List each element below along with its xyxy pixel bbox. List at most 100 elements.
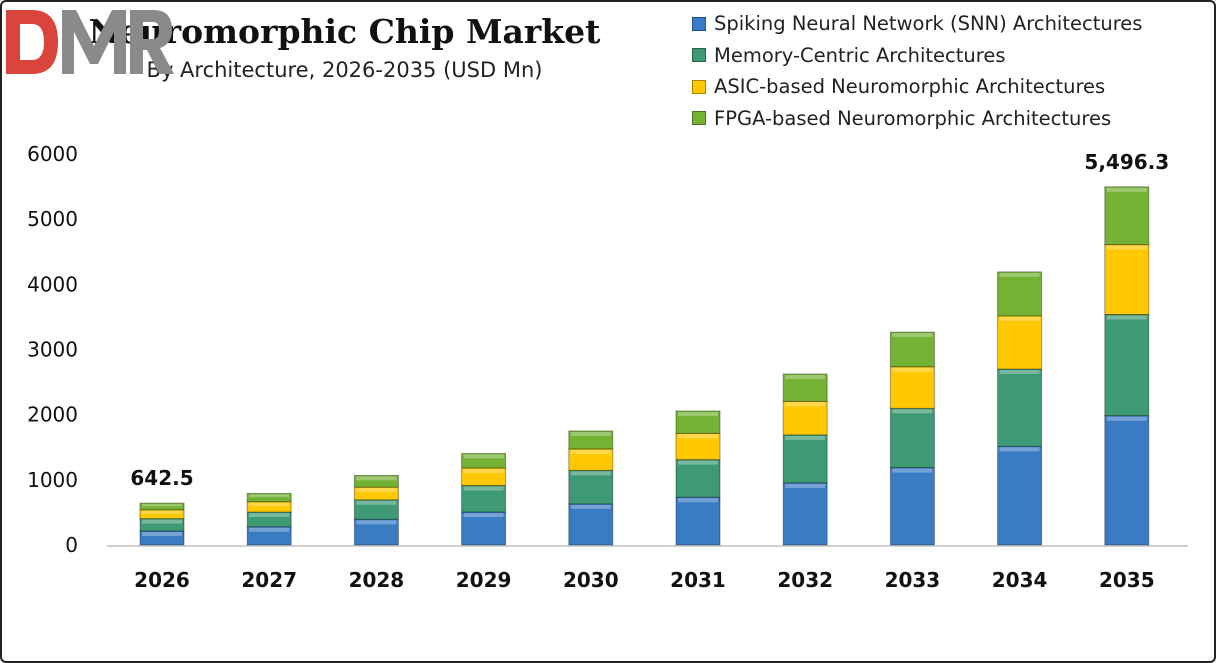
bar-highlight	[678, 460, 718, 465]
chart-title: Neuromorphic Chip Market	[88, 12, 601, 51]
data-label: 642.5	[130, 466, 193, 490]
bar-highlight	[999, 447, 1040, 452]
bar-segment	[997, 315, 1043, 370]
bar-highlight	[678, 498, 718, 503]
legend-label: Spiking Neural Network (SNN) Architectur…	[714, 12, 1143, 36]
x-tick-label: 2027	[241, 568, 297, 592]
y-tick-label: 1000	[27, 468, 78, 492]
bar-segment	[675, 459, 721, 498]
bar-segment	[461, 452, 507, 469]
bar-segment	[1104, 186, 1150, 246]
bar-highlight	[463, 486, 504, 491]
bar-highlight	[892, 468, 933, 473]
y-tick-label: 5000	[27, 207, 78, 231]
bar-segment	[782, 373, 828, 402]
bar-highlight	[785, 402, 826, 407]
bar-segment	[889, 407, 935, 469]
bar-highlight	[892, 333, 933, 338]
x-tick-label: 2028	[349, 568, 405, 592]
bar-segment	[246, 492, 292, 503]
x-tick-label: 2032	[777, 568, 833, 592]
bar-highlight	[570, 431, 611, 436]
bar-highlight	[142, 510, 182, 514]
bar-segment	[1104, 314, 1150, 417]
bar-segment	[675, 432, 721, 461]
bar-highlight	[463, 468, 504, 473]
x-tick-label: 2029	[456, 568, 512, 592]
bar-highlight	[678, 411, 718, 416]
bar-segment	[997, 445, 1043, 546]
bar-segment	[461, 485, 507, 513]
bar-highlight	[142, 531, 182, 536]
legend-swatch	[692, 111, 706, 126]
bar-segment	[353, 474, 399, 488]
bar-highlight	[249, 494, 290, 498]
bar-highlight	[356, 488, 397, 493]
bar-highlight	[356, 500, 397, 505]
legend-label: FPGA-based Neuromorphic Architectures	[714, 106, 1112, 130]
bar-segment	[889, 467, 935, 546]
bar-segment	[889, 366, 935, 409]
x-tick-label: 2031	[670, 568, 726, 592]
bar-highlight	[892, 409, 933, 414]
bar-highlight	[356, 476, 397, 481]
y-tick-label: 6000	[27, 142, 78, 166]
bar-highlight	[463, 513, 504, 518]
legend-item-memory: Memory-Centric Architectures	[692, 40, 1142, 72]
legend-swatch	[692, 16, 706, 31]
bar-highlight	[356, 520, 397, 525]
bar-highlight	[570, 471, 611, 476]
legend-item-asic: ASIC-based Neuromorphic Architectures	[692, 71, 1142, 103]
bar-segment	[139, 502, 185, 511]
bar-highlight	[785, 375, 826, 380]
bar-segment	[568, 469, 614, 505]
legend-label: Memory-Centric Architectures	[714, 43, 1006, 67]
bar-highlight	[463, 454, 504, 459]
bar-highlight	[999, 316, 1040, 321]
bar-highlight	[785, 483, 826, 488]
x-tick-label: 2026	[134, 568, 190, 592]
y-tick-label: 4000	[27, 272, 78, 296]
bar-segment	[675, 410, 721, 434]
bar-segment	[782, 434, 828, 484]
bar-segment	[889, 331, 935, 368]
bar-highlight	[1106, 245, 1147, 250]
x-tick-label: 2034	[992, 568, 1048, 592]
bar-segment	[568, 503, 614, 546]
bar-highlight	[1106, 187, 1147, 192]
bar-highlight	[249, 513, 290, 518]
bar-highlight	[999, 272, 1040, 277]
y-tick-label: 2000	[27, 403, 78, 427]
bar-segment	[997, 368, 1043, 447]
legend-item-snn: Spiking Neural Network (SNN) Architectur…	[692, 8, 1142, 40]
data-label: 5,496.3	[1084, 150, 1169, 174]
bar-highlight	[142, 519, 182, 524]
bar-highlight	[142, 504, 182, 507]
y-tick-label: 0	[65, 533, 78, 557]
bar-segment	[782, 482, 828, 546]
bar-segment	[782, 400, 828, 436]
legend: Spiking Neural Network (SNN) Architectur…	[692, 8, 1142, 134]
bar-segment	[675, 496, 721, 546]
legend-label: ASIC-based Neuromorphic Architectures	[714, 75, 1106, 99]
legend-swatch	[692, 48, 706, 63]
x-tick-label: 2035	[1099, 568, 1155, 592]
bar-highlight	[785, 435, 826, 440]
bar-segment	[139, 530, 185, 546]
y-tick-label: 3000	[27, 338, 78, 362]
bar-highlight	[249, 527, 290, 532]
x-tick-label: 2030	[563, 568, 619, 592]
bar-highlight	[249, 502, 290, 507]
bar-segment	[353, 518, 399, 546]
dmr-logo	[6, 10, 174, 74]
bar-highlight	[570, 449, 611, 454]
bar-highlight	[678, 434, 718, 439]
bar-highlight	[892, 367, 933, 372]
x-tick-label: 2033	[885, 568, 941, 592]
bar-highlight	[570, 504, 611, 509]
bar-segment	[1104, 244, 1150, 316]
bar-highlight	[1106, 416, 1147, 421]
bar-highlight	[1106, 315, 1147, 320]
